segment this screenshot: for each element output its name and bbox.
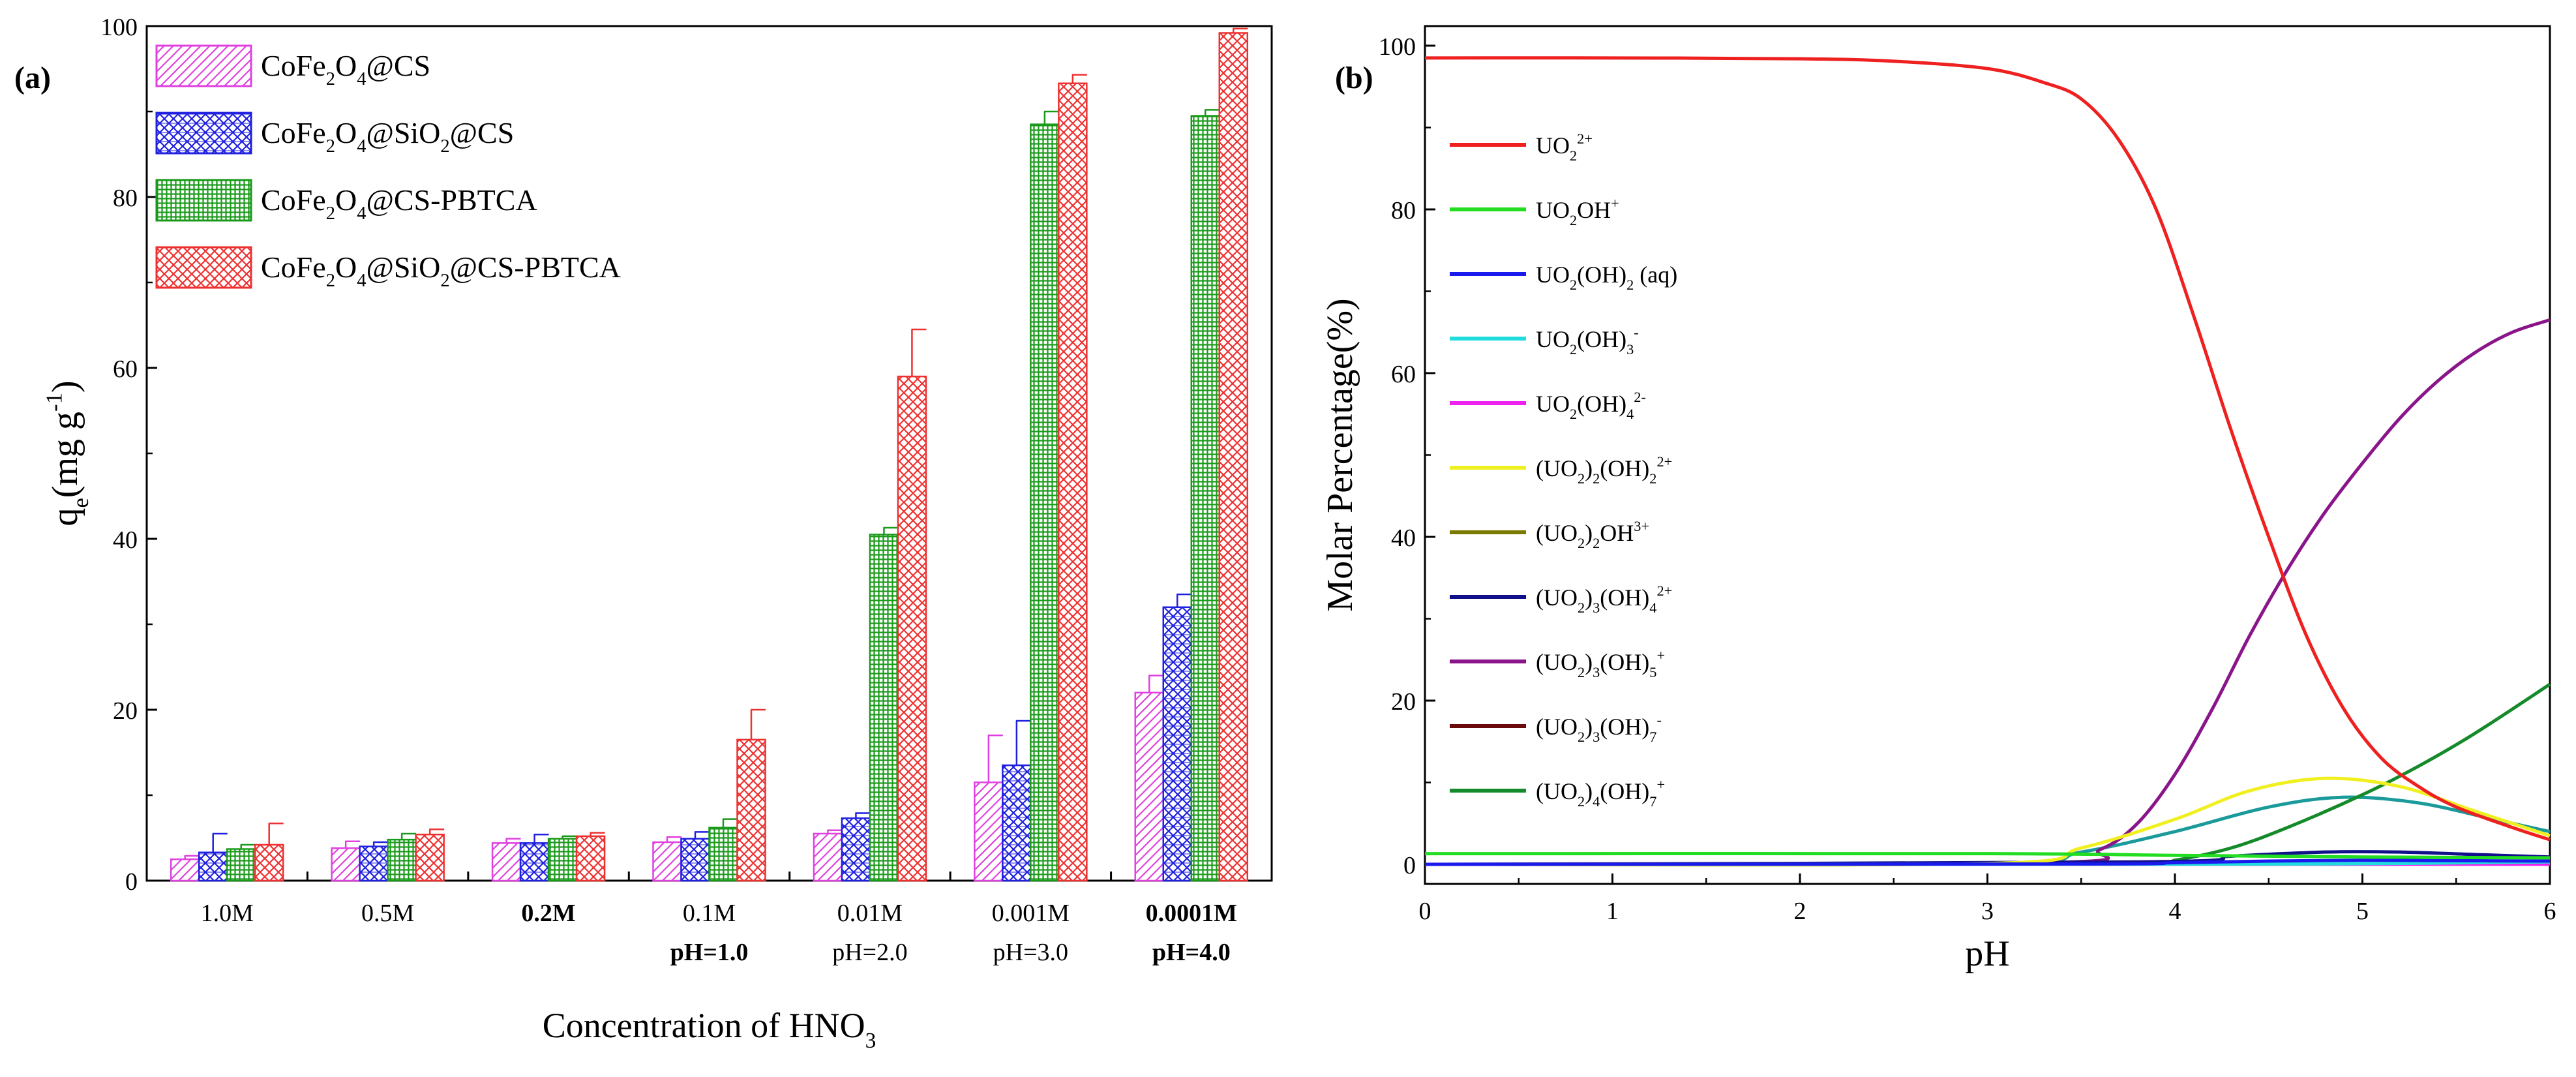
series-line [1424,682,2551,866]
legend-label: (UO2)3(OH)42+ [1536,583,1672,616]
legend-label: (UO2)2OH3+ [1536,518,1649,551]
legend-label: (UO2)3(OH)5+ [1536,647,1665,680]
bar [331,847,361,882]
bar [547,838,578,882]
x-tick-label: 0.0001M [1146,900,1237,927]
bar [1134,691,1165,882]
y-tick-label: 80 [113,185,138,212]
bar [519,842,550,882]
bar [1162,606,1193,882]
bar [1002,764,1032,882]
x-tick-label: 2 [1794,898,1806,925]
y-tick-label: 80 [1391,197,1416,224]
legend-swatch [155,44,252,87]
x-axis-label: pH [1965,933,2009,974]
x-tick-label: 4 [2169,898,2181,925]
series-line [1424,858,2551,866]
legend-label: UO2(OH)42- [1536,389,1646,422]
panel-a-bar-chart: 0 20 40 60 80 100 1.0M 0.5M 0.2M 0.1M pH=1.0 0.01M p… [14,14,1273,1053]
legend-swatch [155,179,252,222]
bar [680,838,710,882]
bar [491,842,522,882]
y-axis-label: qe(mg g-1) [41,380,93,526]
x-tick-sublabel: pH=4.0 [1152,939,1231,966]
legend-label: (UO2)4(OH)7+ [1536,776,1665,810]
bar [226,848,256,882]
x-tick-label: 0.001M [992,900,1070,927]
bar [1190,115,1221,882]
legend-label: (UO2)3(OH)7- [1536,712,1662,745]
x-tick-label: 5 [2356,898,2369,925]
y-tick-label: 100 [1379,33,1416,61]
legend-label: CoFe2O4@CS-PBTCA [261,183,537,224]
legend-label: CoFe2O4@SiO2@CS [261,116,514,157]
series-line [1424,56,2551,842]
x-tick-label: 1.0M [201,900,254,927]
x-tick-label: 0.01M [837,900,903,927]
x-tick-sublabel: pH=3.0 [993,939,1068,966]
x-tick-label: 6 [2544,898,2556,925]
panel-label: (a) [14,61,51,95]
bar [974,781,1004,882]
legend-label: UO2(OH)2 (aq) [1536,262,1677,293]
x-axis-label: Concentration of HNO3 [543,1006,876,1053]
legend-label: UO22+ [1536,130,1593,164]
y-tick-label: 0 [125,868,138,896]
x-tick-label: 0 [1419,898,1431,925]
y-axis-label-text: qe(mg g-1) [41,380,93,526]
bar [869,534,899,882]
bar [897,375,927,882]
panel-label: (b) [1335,61,1373,95]
bar [254,843,284,882]
x-tick-label: 0.5M [361,900,414,927]
x-tick-sublabel: pH=2.0 [832,939,907,966]
x-tick-label: 0.2M [521,900,575,927]
bar [708,827,738,882]
bar [359,845,389,882]
plot-frame [145,25,1273,882]
y-tick-label: 20 [113,697,138,725]
y-tick-label: 20 [1391,688,1416,716]
plot-frame [1424,25,2551,885]
bar [387,838,417,882]
bar [198,851,228,882]
bar [813,832,843,882]
y-tick-label: 40 [1391,524,1416,552]
series-line [1424,852,2551,860]
y-tick-label: 0 [1403,852,1416,879]
y-tick-label: 60 [113,356,138,383]
legend-swatch [155,112,252,155]
bar [415,834,445,882]
legend-label: CoFe2O4@SiO2@CS-PBTCA [261,250,621,291]
x-tick-label: 1 [1606,898,1619,925]
y-axis-label-text: Molar Percentage(%) [1320,298,1360,611]
y-tick-label: 100 [100,14,138,41]
legend-label: UO2OH+ [1536,195,1619,228]
legend-label: CoFe2O4@CS [261,49,430,89]
bar [841,817,871,882]
bar [1218,32,1249,882]
x-tick-label: 0.1M [683,900,736,927]
panel-b-line-chart: 0 20 40 60 80 100 0 1 2 3 4 5 6 UO22+ UO2OH+ UO2(OH)2 (… [1320,25,2556,974]
bar [652,841,682,882]
bar [1058,82,1088,882]
legend-swatch [155,246,252,289]
y-tick-label: 40 [113,526,138,554]
bar [736,738,766,882]
y-tick-label: 60 [1391,361,1416,388]
x-tick-label: 3 [1981,898,1994,925]
y-axis-label: Molar Percentage(%) [1320,298,1360,611]
bar [575,835,606,882]
x-tick-sublabel: pH=1.0 [670,939,749,966]
legend-label: (UO2)2(OH)22+ [1536,453,1672,487]
legend-label: UO2(OH)3- [1536,324,1639,357]
bar [1030,123,1060,882]
bar [170,858,200,882]
